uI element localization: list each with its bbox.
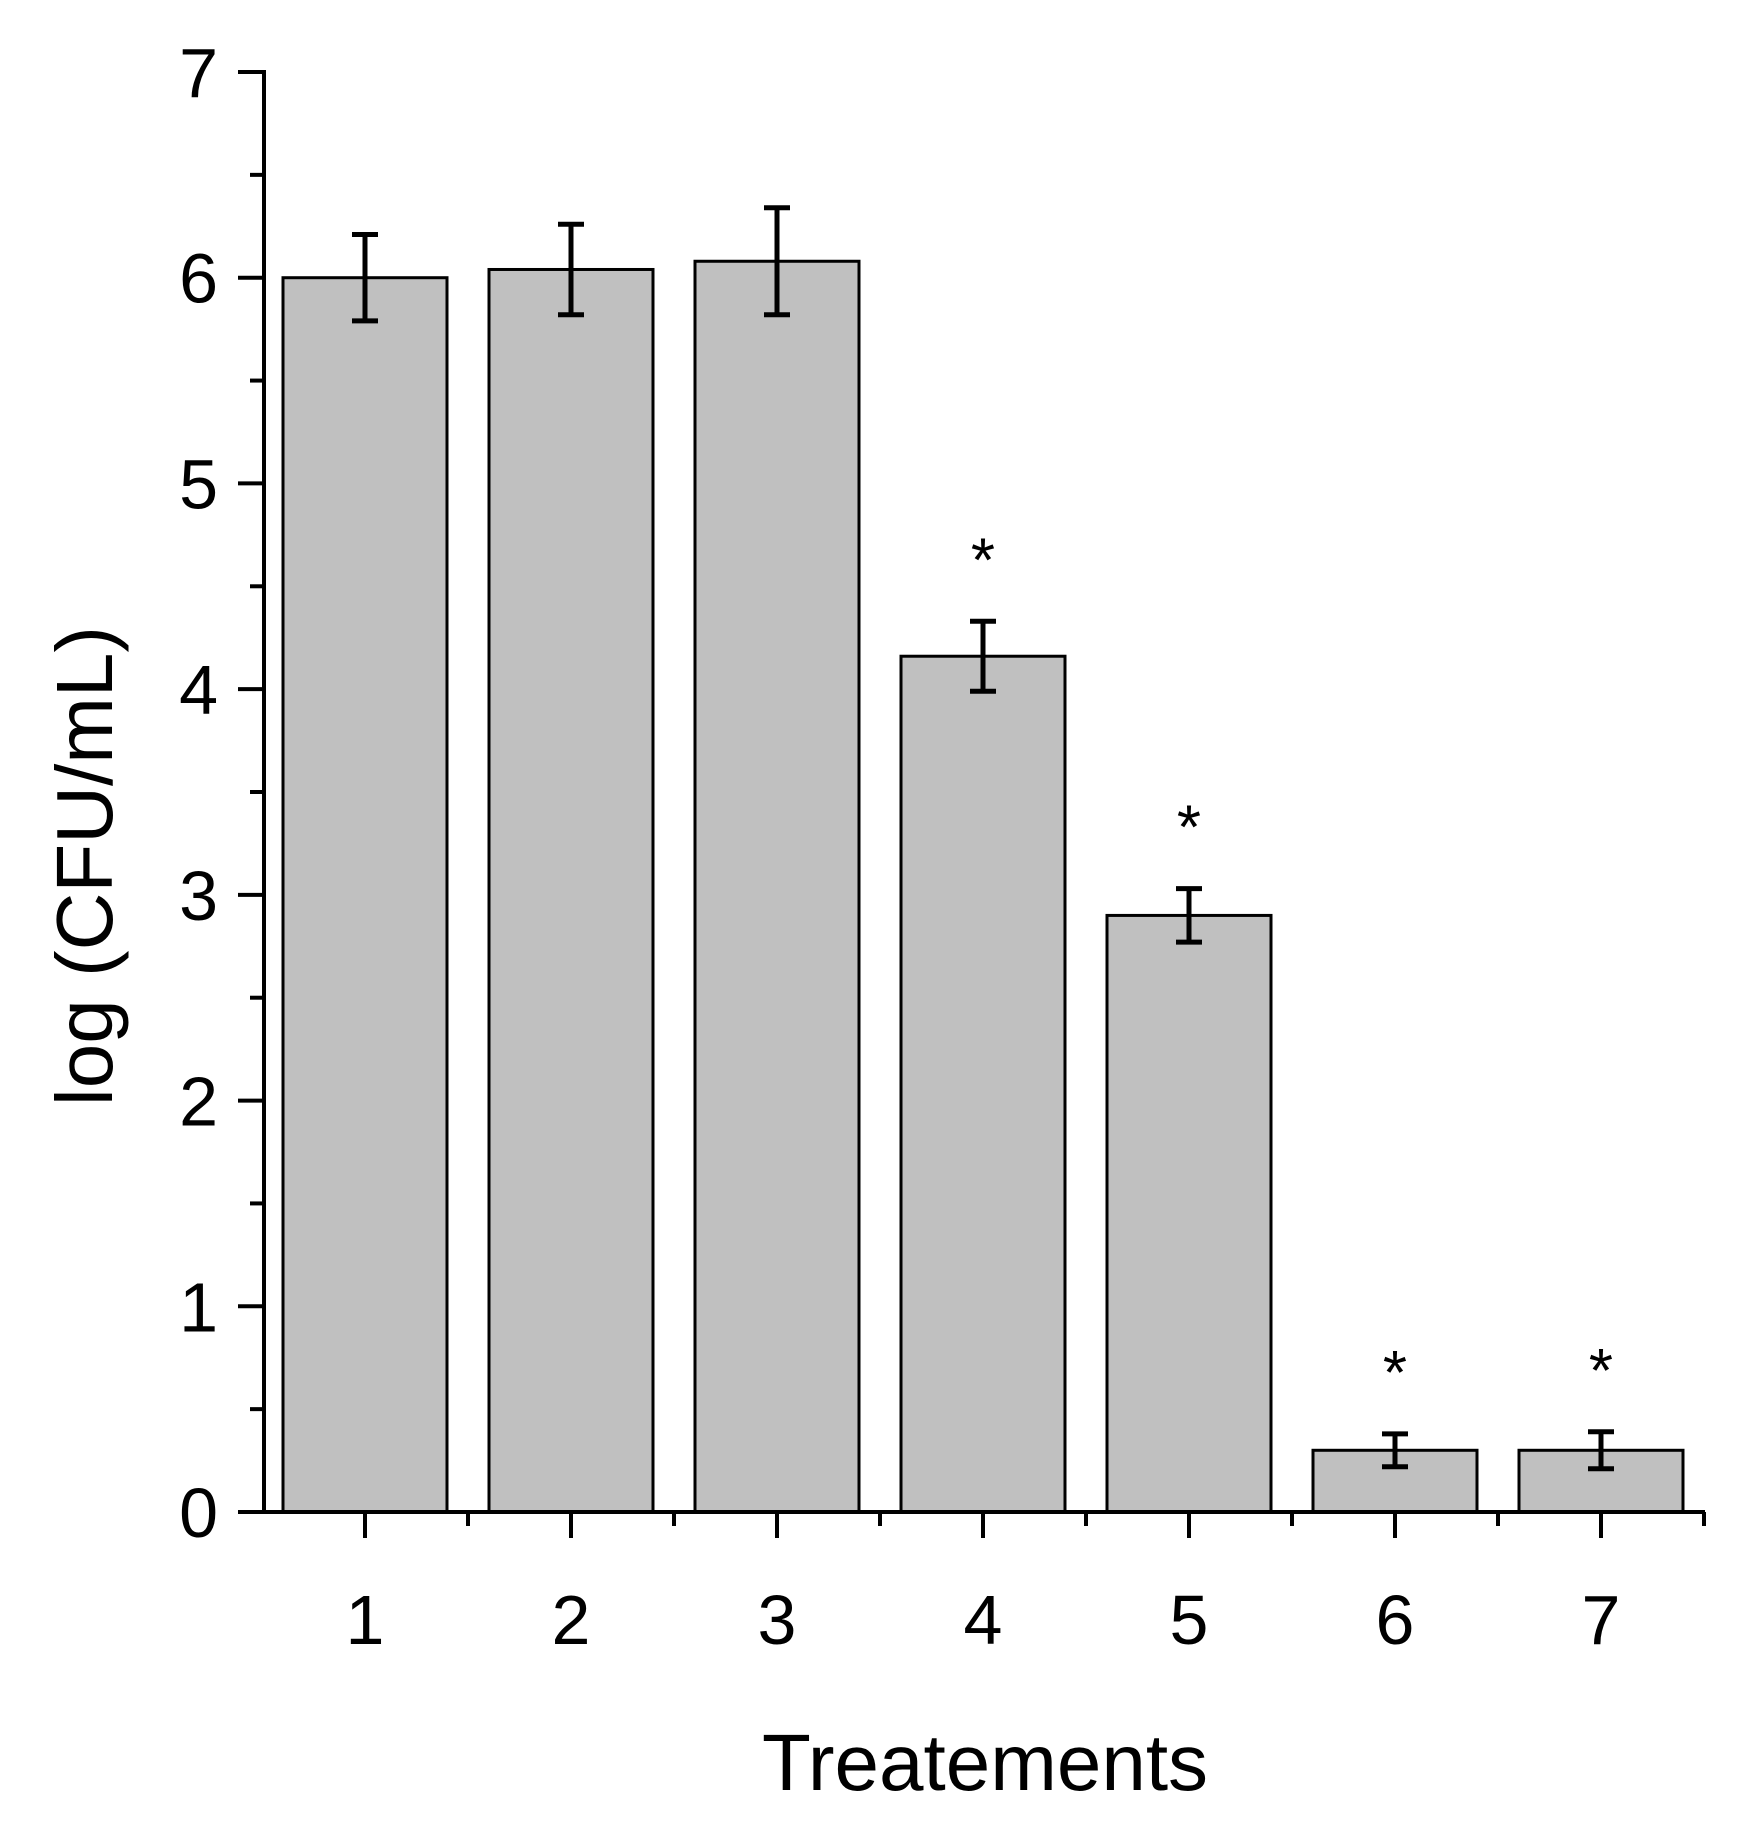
error-bar-7 bbox=[1588, 1429, 1614, 1472]
x-tick-label-1: 1 bbox=[346, 1581, 385, 1659]
y-tick-label-0: 0 bbox=[179, 1474, 218, 1552]
error-bar-6 bbox=[1382, 1431, 1408, 1470]
bar-2 bbox=[487, 267, 655, 1514]
error-bar-2 bbox=[558, 221, 584, 318]
y-tick-label-3: 3 bbox=[179, 857, 218, 935]
x-tick-labels-group: 1 2 3 4 5 6 7 bbox=[346, 1581, 1621, 1659]
x-tick-label-3: 3 bbox=[758, 1581, 797, 1659]
x-tick-label-6: 6 bbox=[1376, 1581, 1415, 1659]
error-bar-5 bbox=[1176, 886, 1202, 945]
y-tick-label-6: 6 bbox=[179, 240, 218, 318]
significance-mark-4: * bbox=[971, 526, 995, 595]
x-tick-label-4: 4 bbox=[964, 1581, 1003, 1659]
significance-mark-7: * bbox=[1589, 1337, 1613, 1406]
axes-group bbox=[238, 70, 1706, 1538]
error-bar-1 bbox=[352, 232, 378, 324]
bars-group bbox=[281, 259, 1685, 1514]
y-tick-label-7: 7 bbox=[179, 34, 218, 112]
y-tick-label-2: 2 bbox=[179, 1063, 218, 1141]
bar-3 bbox=[693, 259, 861, 1514]
x-tick-label-5: 5 bbox=[1170, 1581, 1209, 1659]
bar-1 bbox=[281, 276, 449, 1514]
x-tick-label-2: 2 bbox=[552, 1581, 591, 1659]
significance-marks-group: * * * * bbox=[971, 526, 1613, 1408]
y-tick-label-1: 1 bbox=[179, 1268, 218, 1346]
y-tick-label-5: 5 bbox=[179, 445, 218, 523]
error-bar-4 bbox=[970, 618, 996, 694]
bar-4 bbox=[899, 654, 1067, 1514]
y-axis-title: log (CFU/mL) bbox=[40, 626, 129, 1106]
y-tick-label-4: 4 bbox=[179, 651, 218, 729]
x-axis-title: Treatements bbox=[762, 1718, 1208, 1807]
significance-mark-5: * bbox=[1177, 794, 1201, 863]
bar-5 bbox=[1105, 913, 1273, 1514]
significance-mark-6: * bbox=[1383, 1339, 1407, 1408]
error-bar-3 bbox=[764, 205, 790, 318]
y-tick-labels-group: 0 1 2 3 4 5 6 7 bbox=[179, 34, 218, 1552]
x-tick-label-7: 7 bbox=[1582, 1581, 1621, 1659]
error-bars-group bbox=[352, 205, 1614, 1472]
